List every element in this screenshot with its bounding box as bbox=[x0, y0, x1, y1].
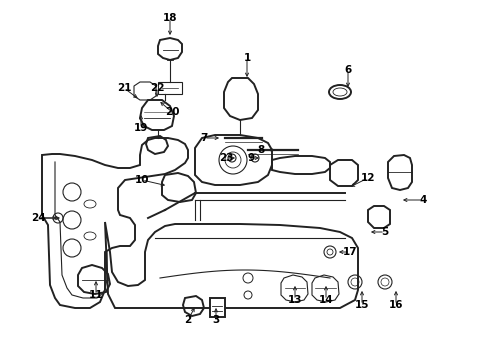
Text: 10: 10 bbox=[135, 175, 149, 185]
Text: 3: 3 bbox=[212, 315, 220, 325]
FancyBboxPatch shape bbox=[210, 297, 224, 316]
Text: 8: 8 bbox=[257, 145, 265, 155]
Text: 17: 17 bbox=[343, 247, 357, 257]
Text: 20: 20 bbox=[165, 107, 179, 117]
Text: 14: 14 bbox=[318, 295, 333, 305]
Text: 15: 15 bbox=[355, 300, 369, 310]
Text: 9: 9 bbox=[247, 153, 255, 163]
Text: 21: 21 bbox=[117, 83, 131, 93]
Text: 7: 7 bbox=[200, 133, 208, 143]
Text: 22: 22 bbox=[150, 83, 164, 93]
Text: 5: 5 bbox=[381, 227, 389, 237]
Text: 18: 18 bbox=[163, 13, 177, 23]
Text: 19: 19 bbox=[134, 123, 148, 133]
Text: 1: 1 bbox=[244, 53, 250, 63]
Text: 23: 23 bbox=[219, 153, 233, 163]
Text: 2: 2 bbox=[184, 315, 192, 325]
Text: 16: 16 bbox=[389, 300, 403, 310]
Text: 4: 4 bbox=[419, 195, 427, 205]
Text: 12: 12 bbox=[361, 173, 375, 183]
FancyBboxPatch shape bbox=[158, 82, 182, 94]
Text: 24: 24 bbox=[31, 213, 45, 223]
Text: 6: 6 bbox=[344, 65, 352, 75]
Text: 11: 11 bbox=[89, 290, 103, 300]
Text: 13: 13 bbox=[288, 295, 302, 305]
